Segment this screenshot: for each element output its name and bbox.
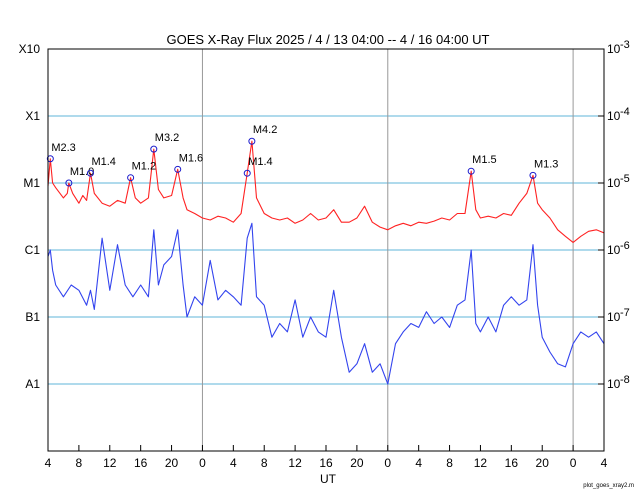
flare-label-0: M2.3 <box>51 142 75 154</box>
flare-marker-4 <box>150 145 158 153</box>
x-tick-label-11: 0 <box>384 456 391 470</box>
x-axis-label: UT <box>320 472 337 486</box>
x-tick-label-0: 4 <box>45 456 52 470</box>
left-tick-label-0: X10 <box>19 42 41 56</box>
x-tick-label-4: 20 <box>165 456 179 470</box>
right-tick-label-5: 10 <box>607 377 621 391</box>
x-tick-label-15: 16 <box>505 456 519 470</box>
x-tick-label-10: 20 <box>350 456 364 470</box>
flare-label-3: M1.2 <box>132 161 156 173</box>
series-group <box>47 140 605 385</box>
left-tick-label-4: B1 <box>25 310 40 324</box>
flare-annotations: M2.3M1.0M1.4 M1.2M3.2M1.6 M1.4M4.2M1.5 M1.3 <box>46 124 558 187</box>
x-tick-label-3: 16 <box>134 456 148 470</box>
flare-label-9: M1.3 <box>534 158 558 170</box>
right-tick-label-4: 10 <box>607 310 621 324</box>
flare-label-6: M1.4 <box>248 156 272 168</box>
flare-marker-9 <box>529 171 537 179</box>
x-tick-label-6: 4 <box>230 456 237 470</box>
flare-marker-3 <box>127 174 135 182</box>
flare-label-8: M1.5 <box>472 154 496 166</box>
flare-label-4: M3.2 <box>155 132 179 144</box>
flux-series-1 <box>47 222 605 385</box>
flare-marker-2 <box>86 169 94 177</box>
flare-marker-1 <box>65 179 73 187</box>
right-tick-exponent-0: -3 <box>620 39 630 51</box>
flux-series-0 <box>47 140 605 243</box>
grid-lines <box>48 115 604 385</box>
flare-marker-0 <box>46 155 54 163</box>
flare-marker-7 <box>248 137 256 145</box>
right-tick-label-0: 10 <box>607 42 621 56</box>
right-tick-exponent-1: -4 <box>620 106 630 118</box>
credit-text: plot_goes_xray2.m <box>583 483 634 489</box>
x-tick-label-1: 8 <box>76 456 83 470</box>
x-tick-label-7: 8 <box>261 456 268 470</box>
right-tick-label-1: 10 <box>607 109 621 123</box>
right-tick-exponent-5: -8 <box>620 374 630 386</box>
right-tick-label-3: 10 <box>607 243 621 257</box>
x-tick-label-2: 12 <box>103 456 117 470</box>
left-tick-label-3: C1 <box>25 243 41 257</box>
x-tick-label-8: 12 <box>288 456 302 470</box>
x-tick-label-12: 4 <box>415 456 422 470</box>
right-tick-exponent-4: -7 <box>620 307 630 319</box>
right-axis-labels: 10-310-410-510-610-710-8 <box>598 39 630 391</box>
x-tick-label-5: 0 <box>199 456 206 470</box>
x-tick-label-14: 12 <box>474 456 488 470</box>
x-tick-label-17: 0 <box>570 456 577 470</box>
flare-marker-8 <box>467 167 475 175</box>
x-tick-label-13: 8 <box>446 456 453 470</box>
x-tick-label-16: 20 <box>536 456 550 470</box>
left-tick-label-5: A1 <box>25 377 40 391</box>
x-tick-label-9: 16 <box>319 456 333 470</box>
left-tick-label-1: X1 <box>25 109 40 123</box>
flare-label-5: M1.6 <box>179 152 203 164</box>
x-tick-label-18: 4 <box>601 456 608 470</box>
left-tick-label-2: M1 <box>23 176 40 190</box>
flare-marker-6 <box>243 169 251 177</box>
left-axis-labels: X10 X1 M1 C1 B1 A1 <box>19 42 41 391</box>
flare-label-7: M4.2 <box>253 124 277 136</box>
chart-title: GOES X-Ray Flux 2025 / 4 / 13 04:00 -- 4… <box>167 32 490 47</box>
flare-marker-5 <box>174 165 182 173</box>
right-tick-exponent-3: -6 <box>620 240 630 252</box>
x-axis-ticks: 4 8 12 16 20 0 4 8 12 16 20 0 4 8 12 16 20 0 4 <box>45 445 608 470</box>
right-tick-label-2: 10 <box>607 176 621 190</box>
right-tick-exponent-2: -5 <box>620 173 630 185</box>
flare-label-2: M1.4 <box>91 156 115 168</box>
